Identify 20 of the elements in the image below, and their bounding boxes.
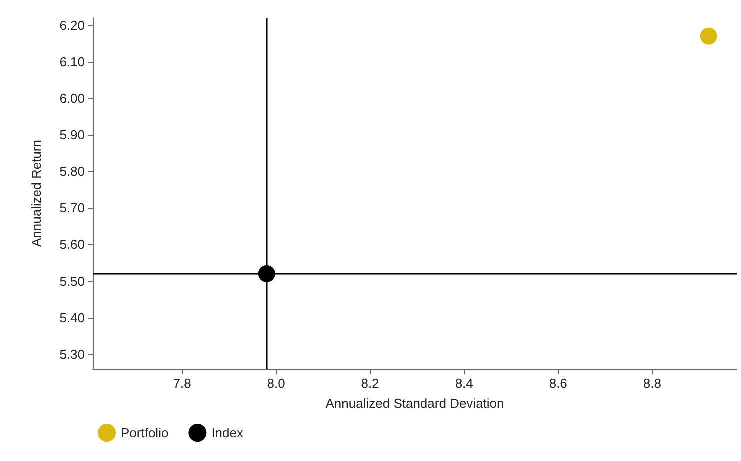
y-tick-label: 5.60 xyxy=(60,237,85,252)
x-tick-label: 8.2 xyxy=(361,376,380,391)
y-tick-label: 5.50 xyxy=(60,274,85,289)
y-tick-label: 5.70 xyxy=(60,200,85,216)
x-tick-label: 8.8 xyxy=(643,376,662,391)
x-tick-label: 8.6 xyxy=(549,376,568,391)
y-tick-label: 5.80 xyxy=(60,164,85,180)
x-tick-label: 8.0 xyxy=(267,376,286,391)
y-axis-title: Annualized Return xyxy=(29,140,44,247)
y-tick-label: 6.20 xyxy=(60,18,85,33)
x-tick-label: 7.8 xyxy=(173,376,192,391)
x-tick-label: 8.4 xyxy=(455,376,474,391)
legend-label: Index xyxy=(212,426,244,440)
y-tick-label: 5.40 xyxy=(60,310,85,326)
x-axis-title: Annualized Standard Deviation xyxy=(326,396,504,411)
legend-label: Portfolio xyxy=(121,426,169,440)
y-tick-label: 5.30 xyxy=(60,346,85,362)
y-tick-label: 5.90 xyxy=(60,128,85,142)
y-tick-label: 6.10 xyxy=(60,54,85,70)
y-tick-label: 6.00 xyxy=(60,90,85,106)
